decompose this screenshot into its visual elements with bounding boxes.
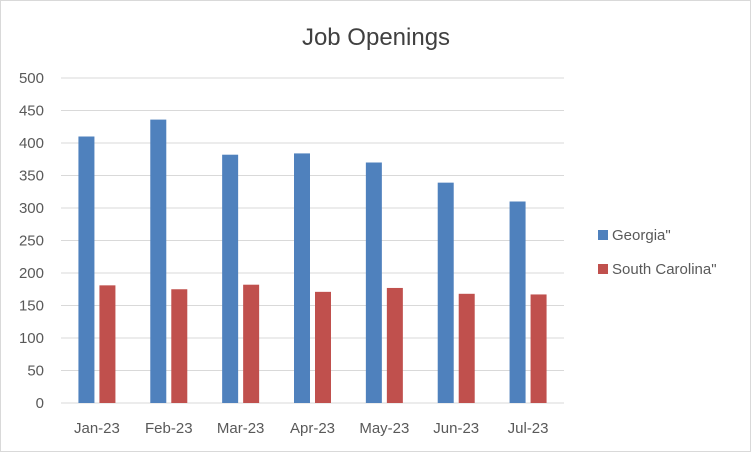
y-tick-label: 400 — [19, 135, 44, 152]
x-tick-label: Jun-23 — [433, 420, 479, 437]
bar-south-carolina-apr-23 — [315, 291, 331, 403]
bar-georgia-feb-23 — [150, 119, 167, 403]
x-tick-label: Feb-23 — [145, 420, 193, 437]
bar-georgia-jun-23 — [437, 182, 454, 403]
bar-georgia-apr-23 — [294, 153, 310, 403]
legend-label: South Carolina" — [612, 261, 717, 278]
x-tick-label: Mar-23 — [217, 420, 265, 437]
y-tick-label: 500 — [19, 70, 44, 87]
y-tick-label: 350 — [19, 168, 44, 185]
bar-south-carolina-jul-23 — [530, 294, 547, 403]
bar-south-carolina-jan-23 — [99, 285, 116, 403]
legend-label: Georgia" — [612, 227, 671, 244]
gridlines — [61, 77, 564, 404]
x-tick-label: Jan-23 — [74, 420, 120, 437]
x-axis: Jan-23 Feb-23 Mar-23 Apr-23 May-23 Jun-23 Jul-… — [74, 420, 549, 437]
y-axis: 0 50 100 150 200 250 300 350 400 450 500 — [19, 70, 44, 412]
bar-south-carolina-mar-23 — [243, 284, 260, 403]
x-tick-label: May-23 — [359, 420, 409, 437]
bar-georgia-mar-23 — [222, 154, 239, 403]
y-tick-label: 300 — [19, 200, 44, 217]
y-tick-label: 200 — [19, 265, 44, 282]
y-tick-label: 100 — [19, 330, 44, 347]
bar-georgia-jan-23 — [78, 136, 95, 403]
bar-georgia-may-23 — [365, 162, 382, 403]
bars — [78, 119, 547, 403]
legend: Georgia" South Carolina" — [598, 227, 717, 278]
x-tick-label: Jul-23 — [508, 420, 549, 437]
y-tick-label: 450 — [19, 103, 44, 120]
bar-south-carolina-may-23 — [386, 287, 403, 403]
y-tick-label: 0 — [36, 395, 44, 412]
legend-swatch — [598, 230, 608, 240]
y-tick-label: 150 — [19, 298, 44, 315]
chart-title: Job Openings — [302, 24, 450, 51]
bar-south-carolina-jun-23 — [458, 293, 475, 403]
bar-south-carolina-feb-23 — [171, 289, 188, 403]
y-tick-label: 50 — [27, 363, 44, 380]
y-tick-label: 250 — [19, 233, 44, 250]
bar-georgia-jul-23 — [509, 201, 526, 403]
legend-swatch — [598, 264, 608, 274]
x-tick-label: Apr-23 — [290, 420, 335, 437]
